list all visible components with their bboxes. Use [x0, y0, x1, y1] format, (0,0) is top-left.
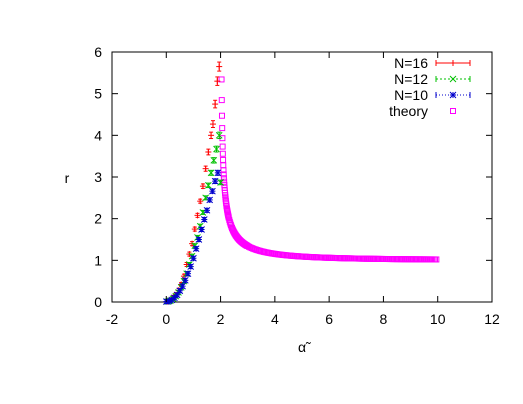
- series-n-12: [164, 131, 224, 305]
- point-2-17: [209, 187, 216, 195]
- point-2-10: [190, 254, 197, 262]
- point-0-18: [212, 101, 219, 108]
- y-tick-label-6: 6: [94, 44, 102, 60]
- legend-label-3: theory: [389, 103, 428, 119]
- point-1-15: [205, 181, 212, 189]
- point-2-16: [206, 196, 214, 204]
- y-tick-label-0: 0: [94, 294, 102, 310]
- point-2-15: [203, 206, 211, 214]
- point-2-8: [184, 270, 192, 278]
- theory-point-4: [218, 112, 225, 119]
- legend-label-1: N=12: [394, 71, 428, 87]
- point-0-12: [197, 198, 204, 205]
- point-2-18: [211, 177, 219, 185]
- theory-point-8: [219, 150, 226, 157]
- y-axis-title: r: [65, 170, 70, 186]
- x-tick-label-2: 2: [217, 311, 225, 327]
- point-2-19: [214, 169, 222, 177]
- theory-point-3: [218, 97, 225, 104]
- theory-point-2: [218, 76, 225, 83]
- x-axis-title: α̃: [298, 339, 311, 355]
- point-2-9: [187, 263, 195, 270]
- series-n-10: [162, 169, 222, 305]
- point-0-14: [202, 165, 209, 172]
- legend-marker-0: [450, 60, 456, 66]
- theory-point-13: [220, 175, 227, 182]
- point-2-13: [198, 226, 205, 233]
- series-theory: [218, 76, 440, 263]
- point-0-10: [191, 226, 198, 233]
- point-0-13: [199, 183, 206, 190]
- theory-point-12: [220, 171, 227, 178]
- theory-point-209: [433, 256, 440, 263]
- theory-point-7: [219, 143, 226, 150]
- plot-area: [111, 51, 493, 303]
- x-tick-label-1: 0: [162, 311, 170, 327]
- point-0-16: [208, 132, 215, 139]
- y-tick-label-2: 2: [94, 211, 102, 227]
- point-0-15: [205, 149, 212, 155]
- point-2-7: [181, 276, 189, 284]
- y-tick-label-1: 1: [94, 252, 102, 268]
- x-tick-label-4: 6: [325, 311, 333, 327]
- x-tick-label-3: 4: [271, 311, 279, 327]
- theory-point-9: [220, 156, 227, 163]
- x-tick-label-7: 12: [484, 311, 500, 327]
- point-2-12: [195, 236, 203, 243]
- point-2-6: [179, 282, 186, 290]
- x-tick-label-5: 8: [380, 311, 388, 327]
- point-2-14: [200, 216, 208, 223]
- point-0-20: [216, 63, 223, 70]
- legend-marker-2: [449, 91, 457, 99]
- point-0-11: [194, 212, 201, 219]
- legend-marker-1: [449, 75, 457, 83]
- point-0-17: [209, 121, 216, 128]
- plot-frame: [111, 51, 493, 303]
- point-1-20: [217, 179, 224, 186]
- theory-point-5: [219, 125, 226, 132]
- theory-point-10: [220, 162, 227, 169]
- point-1-17: [210, 156, 218, 164]
- point-2-5: [176, 287, 184, 295]
- legend-label-2: N=10: [394, 87, 428, 103]
- y-tick-label-5: 5: [94, 86, 102, 102]
- point-2-11: [192, 245, 200, 253]
- y-tick-label-3: 3: [94, 169, 102, 185]
- x-tick-label-0: -2: [106, 311, 119, 327]
- point-1-19: [215, 131, 223, 139]
- point-0-19: [214, 78, 221, 85]
- y-tick-label-4: 4: [94, 127, 102, 143]
- point-1-18: [213, 145, 220, 153]
- point-1-16: [207, 169, 215, 177]
- data-layer: [162, 61, 440, 305]
- legend-label-0: N=16: [394, 55, 428, 71]
- x-tick-label-6: 10: [430, 311, 446, 327]
- legend-marker-3: [450, 108, 456, 114]
- theory-point-38: [227, 220, 234, 227]
